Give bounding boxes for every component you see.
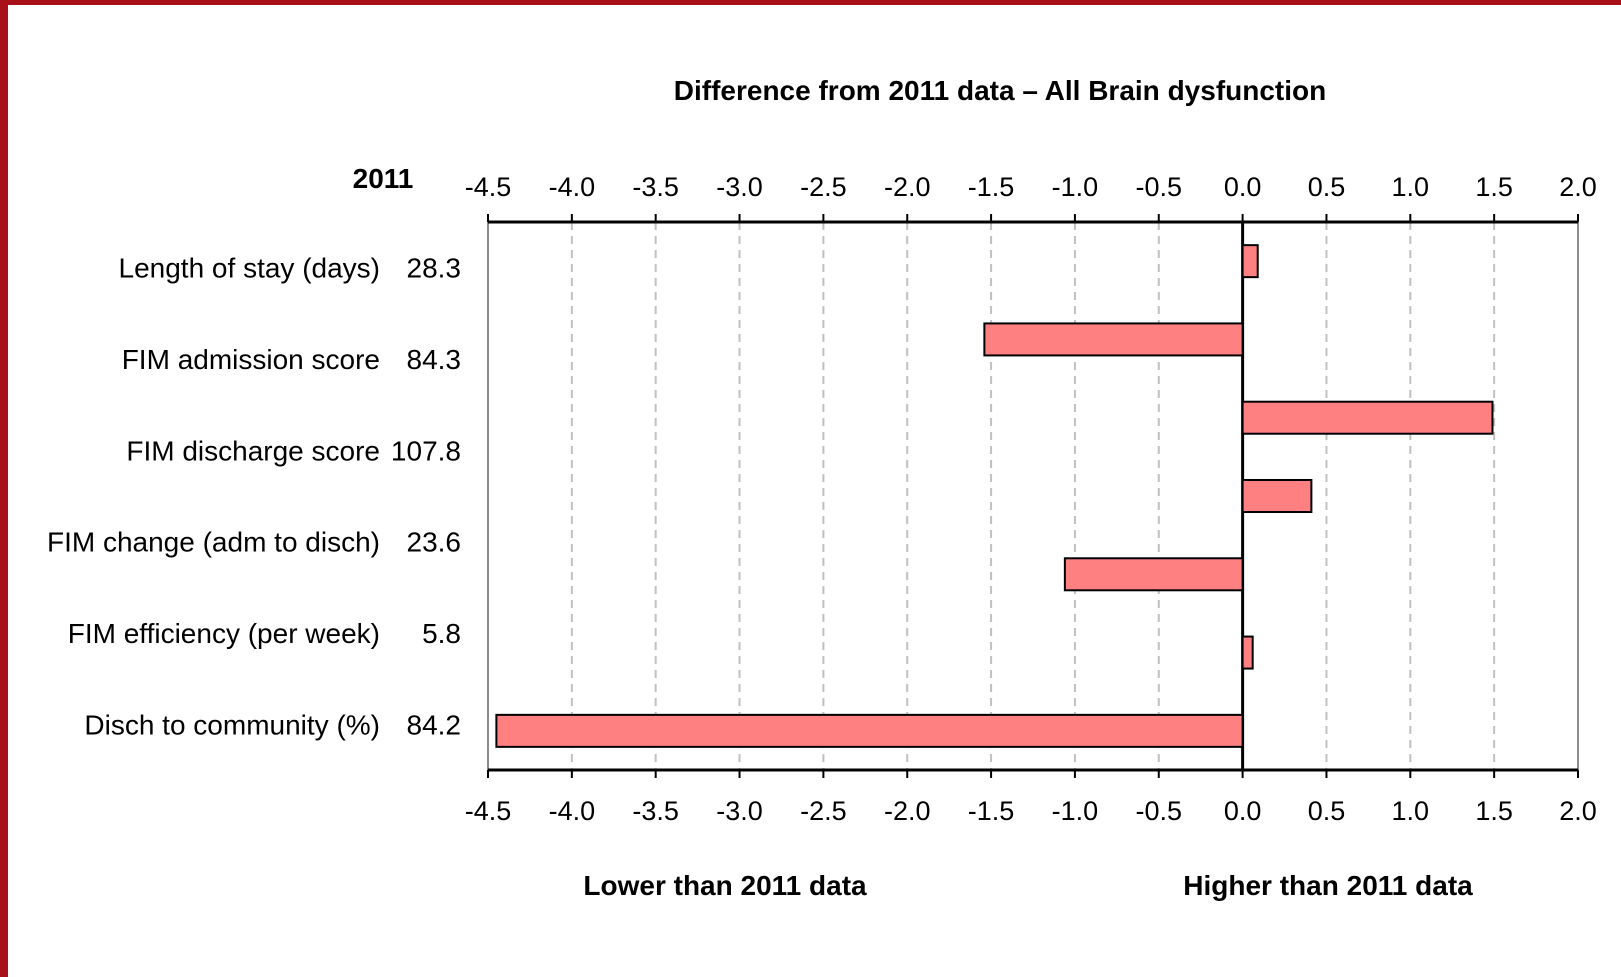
category-labels: Length of stay (days) 28.3 FIM admission s… bbox=[47, 253, 461, 741]
top-tick-label: -3.0 bbox=[716, 172, 763, 202]
bottom-tick-label: -4.5 bbox=[465, 796, 512, 826]
tick-labels: -4.5 -4.5 -4.0 -4.0 -3.5 -3.5 -3.0 -3.0 -2.5 -2.5… bbox=[465, 172, 1597, 826]
top-tick-label: 2.0 bbox=[1559, 172, 1597, 202]
bottom-tick-label: -1.5 bbox=[968, 796, 1015, 826]
bar bbox=[1241, 400, 1494, 435]
top-tick-label: -4.0 bbox=[549, 172, 596, 202]
bottom-tick-label: 1.5 bbox=[1475, 796, 1513, 826]
bottom-tick-label: -0.5 bbox=[1136, 796, 1183, 826]
bottom-tick-label: 0.5 bbox=[1308, 796, 1346, 826]
bar bbox=[983, 322, 1244, 357]
chart-title: Difference from 2011 data – All Brain dy… bbox=[674, 75, 1326, 106]
bar bbox=[1241, 244, 1259, 279]
category-label: Disch to community (%) bbox=[84, 709, 380, 740]
bottom-tick-label: -3.0 bbox=[716, 796, 763, 826]
top-tick-label: -2.0 bbox=[884, 172, 931, 202]
value-column-header: 2011 bbox=[353, 163, 414, 194]
bar bbox=[1241, 479, 1313, 513]
category-label: FIM admission score bbox=[122, 344, 380, 375]
top-tick-label: -1.0 bbox=[1052, 172, 1099, 202]
top-tick-label: 0.5 bbox=[1308, 172, 1346, 202]
category-label: FIM change (adm to disch) bbox=[47, 527, 380, 558]
category-label: FIM discharge score bbox=[126, 435, 380, 466]
axes bbox=[487, 214, 1579, 778]
top-tick-label: -1.5 bbox=[968, 172, 1015, 202]
category-2011-value: 28.3 bbox=[407, 253, 462, 284]
lower-than-note: Lower than 2011 data bbox=[583, 870, 867, 901]
category-2011-value: 84.2 bbox=[407, 709, 462, 740]
higher-than-note: Higher than 2011 data bbox=[1183, 870, 1473, 901]
bottom-tick-label: 2.0 bbox=[1559, 796, 1597, 826]
top-tick-label: -0.5 bbox=[1136, 172, 1183, 202]
top-tick-label: 1.5 bbox=[1475, 172, 1513, 202]
bottom-tick-label: 0.0 bbox=[1224, 796, 1262, 826]
top-tick-label: -3.5 bbox=[632, 172, 679, 202]
gridlines bbox=[570, 222, 1496, 770]
bottom-tick-label: -3.5 bbox=[632, 796, 679, 826]
category-label: Length of stay (days) bbox=[119, 253, 380, 284]
category-2011-value: 84.3 bbox=[407, 344, 462, 375]
bottom-tick-label: -2.5 bbox=[800, 796, 847, 826]
bars bbox=[495, 244, 1494, 748]
category-2011-value: 23.6 bbox=[407, 527, 462, 558]
category-label: FIM efficiency (per week) bbox=[68, 618, 380, 649]
top-tick-label: 1.0 bbox=[1392, 172, 1430, 202]
category-2011-value: 107.8 bbox=[391, 435, 461, 466]
bottom-tick-label: 1.0 bbox=[1392, 796, 1430, 826]
bar bbox=[495, 713, 1244, 748]
top-tick-label: 0.0 bbox=[1224, 172, 1262, 202]
bottom-tick-label: -1.0 bbox=[1052, 796, 1099, 826]
bar bbox=[1241, 635, 1254, 670]
bottom-tick-label: -4.0 bbox=[549, 796, 596, 826]
top-tick-label: -4.5 bbox=[465, 172, 512, 202]
category-2011-value: 5.8 bbox=[422, 618, 461, 649]
bar bbox=[1063, 557, 1244, 592]
bottom-tick-label: -2.0 bbox=[884, 796, 931, 826]
top-tick-label: -2.5 bbox=[800, 172, 847, 202]
